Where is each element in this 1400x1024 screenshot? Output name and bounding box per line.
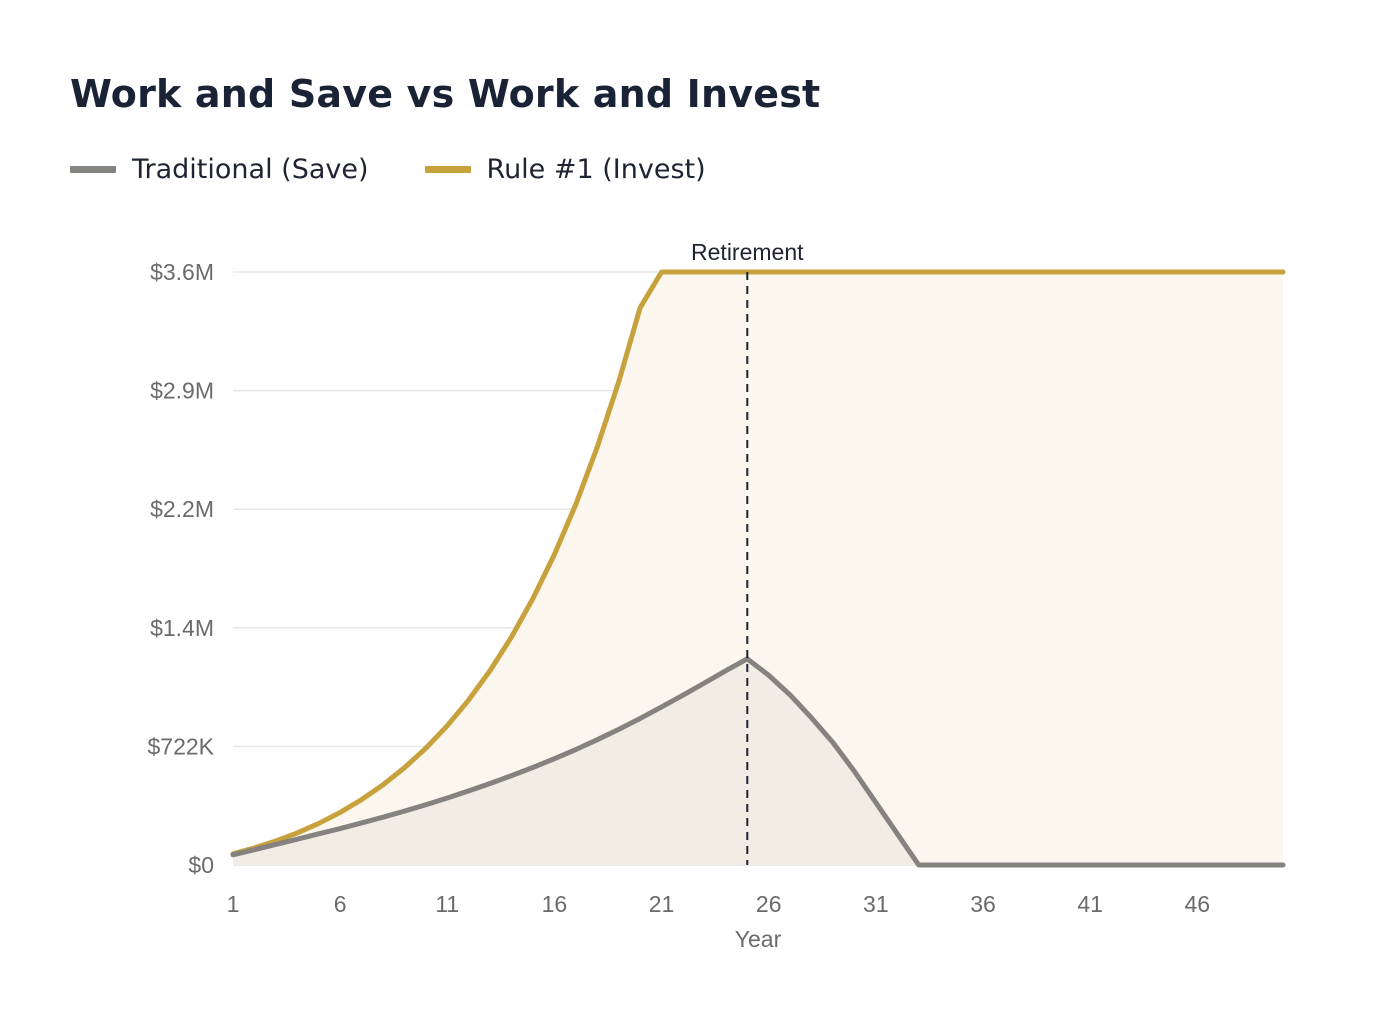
x-tick-label-4: 21 — [649, 891, 675, 917]
series-line-0 — [230, 656, 1286, 868]
y-tick-label-0: $0 — [188, 852, 214, 878]
x-tick-label-8: 41 — [1077, 891, 1103, 917]
series-lines — [230, 269, 1286, 868]
legend-swatch-traditional — [70, 166, 116, 173]
x-tick-label-7: 36 — [970, 891, 996, 917]
retirement-label: Retirement — [691, 239, 804, 265]
x-tick-label-6: 31 — [863, 891, 889, 917]
x-axis-ticks: 1 6 11 16 21 26 31 36 41 46 — [227, 891, 1210, 917]
x-tick-label-0: 1 — [227, 891, 240, 917]
series-area-1 — [233, 272, 1283, 865]
x-tick-label-3: 16 — [542, 891, 568, 917]
legend-label-traditional: Traditional (Save) — [132, 154, 369, 185]
x-tick-label-9: 46 — [1184, 891, 1210, 917]
x-tick-label-1: 6 — [334, 891, 347, 917]
annotations: Retirement — [691, 239, 804, 865]
x-tick-label-2: 11 — [435, 891, 459, 917]
legend-item-traditional: Traditional (Save) — [70, 154, 369, 185]
y-tick-label-1: $722K — [147, 733, 214, 759]
y-tick-label-4: $2.9M — [150, 378, 214, 404]
x-tick-label-5: 26 — [756, 891, 782, 917]
legend-label-rule1: Rule #1 (Invest) — [486, 154, 706, 185]
series-areas — [233, 272, 1283, 865]
series-line-1 — [230, 269, 1286, 857]
y-axis-ticks: $0 $722K $1.4M $2.2M $2.9M $3.6M — [147, 259, 214, 878]
y-tick-label-5: $3.6M — [150, 259, 214, 285]
legend-item-rule1: Rule #1 (Invest) — [424, 154, 706, 185]
chart-title: Work and Save vs Work and Invest — [70, 72, 821, 116]
y-tick-label-2: $1.4M — [150, 615, 214, 641]
legend-swatch-rule1 — [424, 166, 471, 173]
x-axis-title: Year — [735, 926, 782, 952]
series-area-0 — [233, 658, 1283, 865]
legend: Traditional (Save) Rule #1 (Invest) — [70, 154, 762, 185]
y-tick-label-3: $2.2M — [150, 496, 214, 522]
